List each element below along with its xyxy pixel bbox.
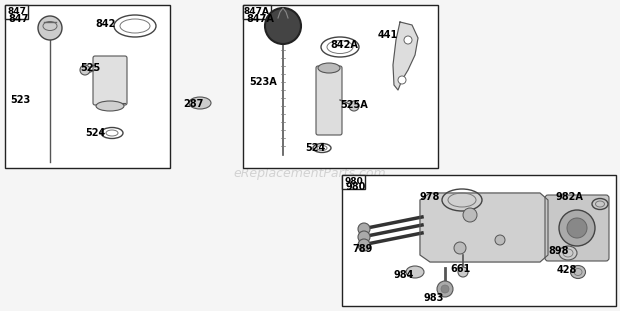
Text: 441: 441 xyxy=(378,30,398,40)
Bar xyxy=(342,175,365,189)
Bar xyxy=(5,5,170,168)
Text: eReplacementParts.com: eReplacementParts.com xyxy=(234,166,386,179)
Text: 523A: 523A xyxy=(249,77,277,87)
Polygon shape xyxy=(420,193,548,262)
Circle shape xyxy=(441,285,449,293)
Circle shape xyxy=(38,16,62,40)
Ellipse shape xyxy=(318,63,340,73)
Text: 984: 984 xyxy=(393,270,414,280)
Circle shape xyxy=(358,239,370,251)
Text: 789: 789 xyxy=(352,244,373,254)
Text: 980: 980 xyxy=(344,178,363,187)
Text: 523: 523 xyxy=(10,95,30,105)
Circle shape xyxy=(458,267,468,277)
Ellipse shape xyxy=(406,266,424,278)
Circle shape xyxy=(358,223,370,235)
Text: 978: 978 xyxy=(420,192,440,202)
Circle shape xyxy=(559,210,595,246)
Bar xyxy=(342,175,616,306)
Text: 847: 847 xyxy=(8,14,29,24)
Circle shape xyxy=(454,242,466,254)
Circle shape xyxy=(437,281,453,297)
Bar xyxy=(243,5,271,19)
Text: 980: 980 xyxy=(345,182,365,192)
Bar xyxy=(5,5,28,19)
Text: 524: 524 xyxy=(85,128,105,138)
Circle shape xyxy=(567,218,587,238)
Circle shape xyxy=(358,231,370,243)
Ellipse shape xyxy=(559,246,577,260)
Text: 524: 524 xyxy=(305,143,326,153)
Text: 847: 847 xyxy=(7,7,26,16)
Ellipse shape xyxy=(189,97,211,109)
Text: 898: 898 xyxy=(548,246,569,256)
Ellipse shape xyxy=(570,266,585,278)
FancyBboxPatch shape xyxy=(316,66,342,135)
Text: 847A: 847A xyxy=(244,7,270,16)
Text: 525: 525 xyxy=(80,63,100,73)
Circle shape xyxy=(349,101,359,111)
Text: 287: 287 xyxy=(183,99,203,109)
Circle shape xyxy=(398,76,406,84)
Circle shape xyxy=(404,36,412,44)
Circle shape xyxy=(265,8,301,44)
FancyBboxPatch shape xyxy=(545,195,609,261)
Text: 847A: 847A xyxy=(246,14,274,24)
Circle shape xyxy=(463,208,477,222)
Circle shape xyxy=(80,65,90,75)
Ellipse shape xyxy=(96,101,124,111)
Bar xyxy=(243,5,438,168)
Text: 525A: 525A xyxy=(340,100,368,110)
Text: 983: 983 xyxy=(423,293,443,303)
Polygon shape xyxy=(393,22,418,90)
Text: 842: 842 xyxy=(95,19,115,29)
Text: 842A: 842A xyxy=(330,40,358,50)
Text: 982A: 982A xyxy=(555,192,583,202)
Circle shape xyxy=(495,235,505,245)
Text: 428: 428 xyxy=(557,265,577,275)
FancyBboxPatch shape xyxy=(93,56,127,105)
Text: 661: 661 xyxy=(450,264,470,274)
